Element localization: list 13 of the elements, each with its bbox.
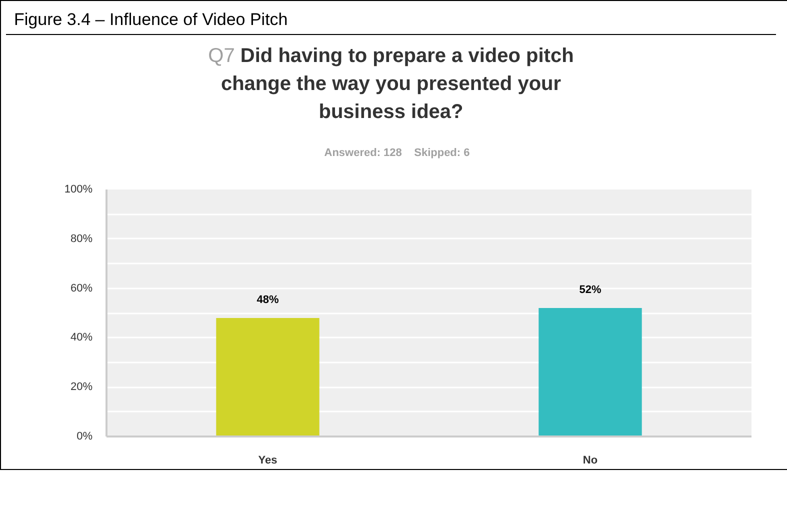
y-tick-label: 60% <box>70 282 93 294</box>
chart-subtitle: Q7 Did having to prepare a video pitch change the way you presented your business idea? <box>207 44 575 125</box>
y-tick-label: 80% <box>70 232 93 245</box>
data-label: 48% <box>256 294 279 306</box>
chart-title: Figure 3.4 – Influence of Video Pitch <box>6 6 776 36</box>
text: Answered: 128 Skipped: 6 <box>323 146 471 161</box>
y-tick-label: 0% <box>76 430 93 442</box>
y-tick-label: 100% <box>64 184 93 196</box>
y-tick-label: 40% <box>70 332 93 344</box>
y-tick-label: 20% <box>70 381 93 394</box>
x-tick-label: No <box>582 454 598 466</box>
data-label: 52% <box>579 284 602 296</box>
x-tick-label: Yes <box>258 454 278 466</box>
